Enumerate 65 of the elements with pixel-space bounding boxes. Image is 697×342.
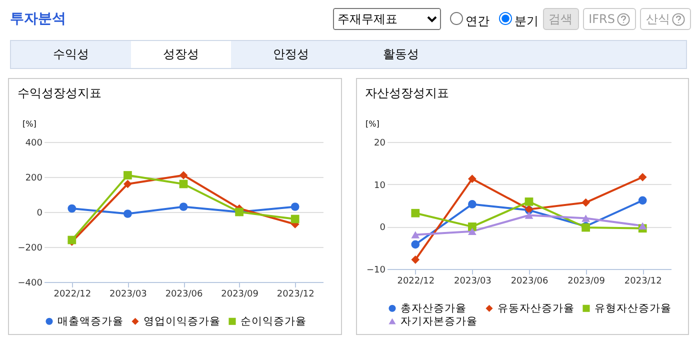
y-tick-label: 200 (25, 174, 43, 184)
y-tick-label: −200 (18, 244, 43, 254)
text: 주재무제표 (332, 8, 441, 30)
y-tick-label: 20 (374, 138, 386, 148)
point (410, 231, 420, 238)
x-tick-label: 2023/09 (567, 276, 605, 286)
x-tick-label: 2023/12 (624, 276, 662, 286)
point (68, 204, 76, 213)
point (124, 180, 132, 188)
point (638, 222, 646, 230)
text: 산식 (640, 8, 691, 30)
point (179, 171, 188, 180)
legend-label: 자기자본증가율 (400, 315, 477, 328)
point (524, 198, 533, 206)
y-tick-label: 0 (379, 223, 386, 234)
y-tick-label: 400 (25, 138, 43, 148)
legend-label: 순이익증가율 (240, 315, 306, 328)
y-axis-title: [%] (365, 120, 379, 128)
point (468, 222, 476, 231)
y-tick-label: −10 (366, 266, 386, 276)
point (581, 198, 590, 207)
point (124, 171, 132, 180)
x-tick-label: 2023/09 (221, 290, 259, 300)
legend-label: 유형자산증가율 (594, 302, 671, 314)
point (638, 196, 646, 205)
legend-label: 총자산증가율 (400, 302, 466, 314)
y-tick-label: −400 (18, 278, 43, 288)
point (124, 210, 132, 218)
x-tick-label: 2023/03 (110, 290, 147, 300)
text: 연간 (464, 12, 490, 30)
x-tick-label: 2022/12 (396, 276, 434, 286)
y-axis-title: [%] (22, 120, 36, 128)
text: 분기 (514, 12, 539, 30)
x-tick-label: 2023/06 (510, 276, 548, 286)
point (410, 240, 420, 249)
point (290, 214, 300, 224)
text: 성장성 (131, 41, 231, 68)
point (290, 202, 300, 211)
x-tick-label: 2023/12 (276, 290, 314, 300)
x-tick-label: 2023/06 (165, 290, 203, 300)
x-tick-label: 2022/12 (54, 290, 92, 300)
x-tick-label: 2023/03 (454, 276, 491, 286)
legend-label: 영업이익증가율 (144, 315, 220, 328)
point (179, 180, 188, 188)
text: 안정성 (272, 46, 310, 63)
point (179, 202, 188, 211)
point (468, 228, 476, 235)
legend-label: 유동자산증가율 (497, 302, 574, 314)
point (468, 174, 476, 184)
point (410, 208, 420, 218)
chart-title: 자산성장성지표 (364, 86, 448, 100)
text: 검색 (542, 8, 579, 30)
chart-title: 수익성장성지표 (17, 86, 102, 100)
y-tick-label: 0 (36, 208, 43, 218)
point (524, 212, 533, 219)
point (638, 172, 646, 182)
point (410, 256, 420, 264)
legend-label: 매출액증가율 (58, 315, 124, 328)
text: 수익성 (52, 46, 90, 63)
text: IFRS (582, 8, 636, 30)
y-tick-label: 10 (374, 180, 386, 191)
point (581, 214, 590, 222)
point (468, 200, 476, 208)
text: 투자분석 (10, 10, 66, 28)
text: 활동성 (382, 46, 420, 63)
